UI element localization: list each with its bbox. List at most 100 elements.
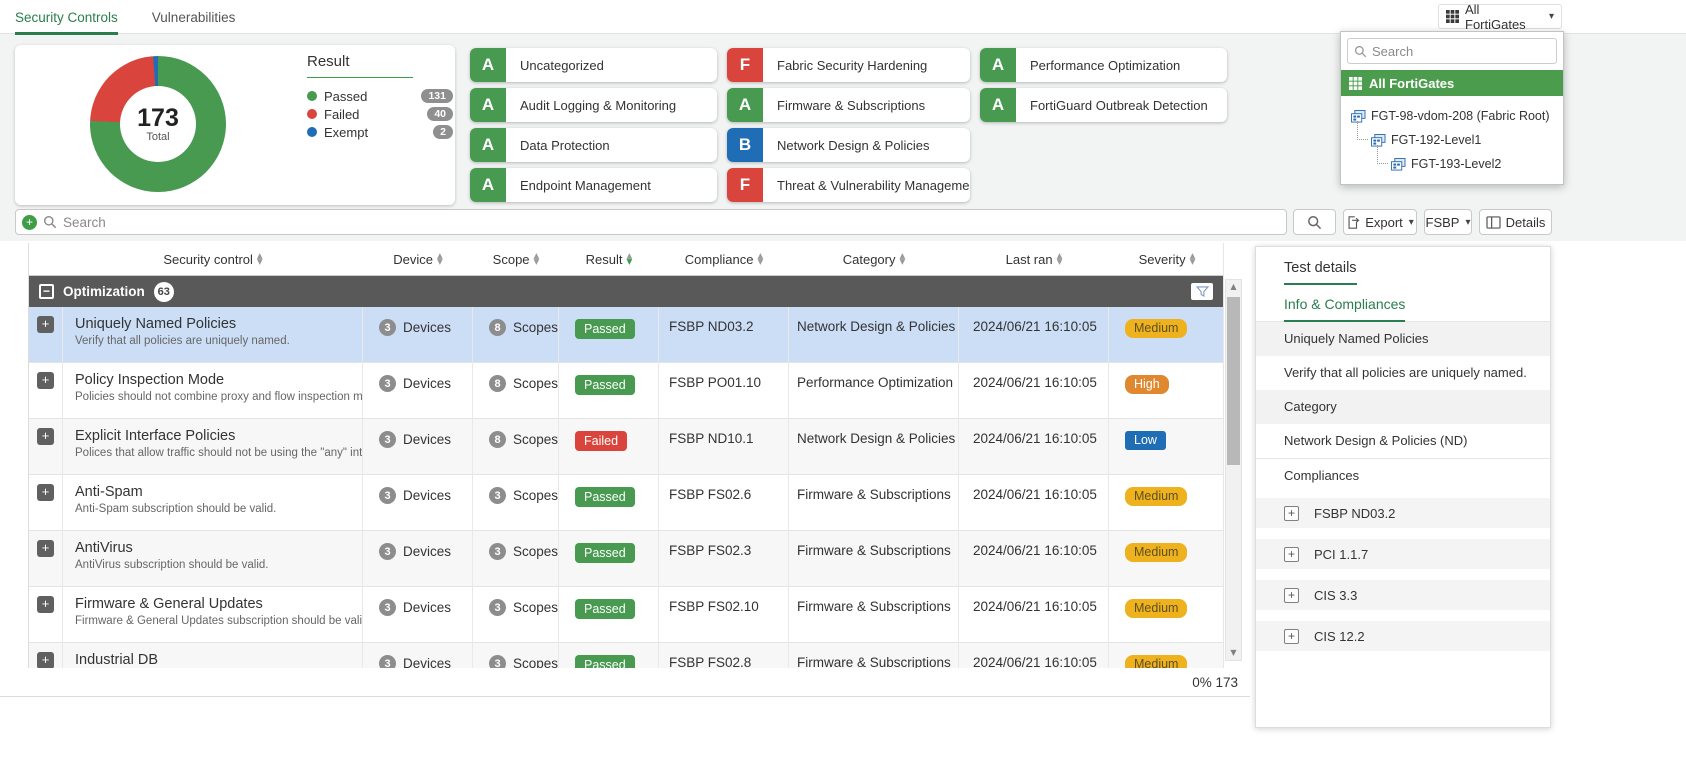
dropdown-item-all-fortigates[interactable]: All FortiGates [1341, 70, 1563, 96]
expand-row-icon[interactable] [37, 540, 54, 557]
table-row[interactable]: Anti-Spam Anti-Spam subscription should … [29, 475, 1223, 531]
last-ran-cell: 2024/06/21 16:10:05 [959, 363, 1109, 418]
compliance-cell: FSBP FS02.8 [659, 643, 789, 668]
expand-row-icon[interactable] [37, 596, 54, 613]
expand-compliance-icon[interactable] [1284, 505, 1299, 521]
table-row[interactable]: Uniquely Named Policies Verify that all … [29, 307, 1223, 363]
legend-title: Result [307, 53, 413, 78]
category-cell: Firmware & Subscriptions [789, 587, 959, 642]
expand-row-icon[interactable] [37, 372, 54, 389]
detail-category-label: Category [1256, 390, 1550, 424]
compliance-cell: FSBP FS02.3 [659, 531, 789, 586]
export-button[interactable]: Export [1343, 209, 1417, 235]
column-header-security-control[interactable]: Security control [63, 243, 363, 275]
expand-compliance-icon[interactable] [1284, 628, 1299, 644]
security-control-description: Anti-Spam subscription should be valid. [75, 503, 277, 515]
category-chip-firmware-subscriptions[interactable]: A Firmware & Subscriptions [727, 88, 970, 122]
progress-status: 0% 173 [1192, 675, 1238, 690]
scrollbar-thumb[interactable] [1227, 297, 1240, 465]
grade-badge: A [470, 128, 506, 162]
category-chip-audit-logging[interactable]: A Audit Logging & Monitoring [470, 88, 717, 122]
table-row[interactable]: Firmware & General Updates Firmware & Ge… [29, 587, 1223, 643]
standard-selector-button[interactable]: FSBP [1424, 209, 1472, 235]
category-chip-data-protection[interactable]: A Data Protection [470, 128, 717, 162]
collapse-group-icon[interactable] [39, 284, 54, 299]
group-header-optimization: Optimization 63 [29, 276, 1223, 307]
column-filter-button[interactable] [1191, 283, 1213, 300]
category-chip-performance-optimization[interactable]: A Performance Optimization [980, 48, 1227, 82]
sort-icon [437, 253, 443, 265]
column-header-scope[interactable]: Scope [473, 243, 559, 275]
grade-badge: A [470, 168, 506, 202]
export-icon [1346, 215, 1360, 230]
tree-node-level1[interactable]: FGT-192-Level1 [1341, 121, 1563, 152]
result-badge: Passed [575, 375, 635, 395]
details-panel-title: Test details [1284, 260, 1357, 285]
result-summary-card: 173 Total Result Passed 131 Failed 40 Ex… [15, 45, 455, 205]
column-header-compliance[interactable]: Compliance [659, 243, 789, 275]
fortigate-dropdown-panel: All FortiGates FGT-98-vdom-208 (Fabric R… [1340, 31, 1564, 185]
add-filter-icon[interactable] [22, 214, 37, 230]
sort-icon [257, 253, 263, 265]
column-header-severity[interactable]: Severity [1109, 243, 1223, 275]
result-badge: Passed [575, 543, 635, 563]
compliance-item[interactable]: CIS 3.3 [1256, 580, 1550, 610]
search-submit-button[interactable] [1293, 209, 1336, 235]
expand-row-icon[interactable] [37, 428, 54, 445]
search-input[interactable] [63, 214, 1280, 230]
security-control-name: Policy Inspection Mode [75, 372, 225, 388]
severity-badge: Medium [1125, 487, 1188, 506]
compliance-cell: FSBP ND10.1 [659, 419, 789, 474]
last-ran-cell: 2024/06/21 16:10:05 [959, 643, 1109, 668]
category-chip-threat-vulnerability[interactable]: F Threat & Vulnerability Management [727, 168, 970, 202]
column-header-last-ran[interactable]: Last ran [959, 243, 1109, 275]
dropdown-search-bar [1347, 38, 1557, 64]
legend-item-passed[interactable]: Passed 131 [307, 87, 453, 105]
compliance-item[interactable]: CIS 12.2 [1256, 621, 1550, 651]
expand-compliance-icon[interactable] [1284, 587, 1299, 603]
tab-vulnerabilities[interactable]: Vulnerabilities [151, 9, 236, 25]
tree-node-fabric-root[interactable]: FGT-98-vdom-208 (Fabric Root) [1341, 104, 1563, 128]
tab-info-compliances[interactable]: Info & Compliances [1284, 296, 1406, 322]
table-row[interactable]: Explicit Interface Policies Polices that… [29, 419, 1223, 475]
device-count-badge: 3 [379, 655, 396, 668]
category-cell: Firmware & Subscriptions [789, 475, 959, 530]
scroll-down-icon[interactable] [1226, 646, 1241, 660]
device-count-badge: 3 [379, 319, 396, 336]
scope-count-badge: 3 [489, 543, 506, 560]
category-chip-endpoint-management[interactable]: A Endpoint Management [470, 168, 717, 202]
legend-item-failed[interactable]: Failed 40 [307, 105, 453, 123]
sort-icon [899, 253, 905, 265]
expand-compliance-icon[interactable] [1284, 546, 1299, 562]
vdom-icon [1391, 157, 1406, 171]
table-scrollbar[interactable] [1225, 279, 1242, 661]
expand-row-icon[interactable] [37, 316, 54, 333]
tab-security-controls[interactable]: Security Controls [15, 0, 118, 35]
compliance-item[interactable]: PCI 1.1.7 [1256, 539, 1550, 569]
compliance-item[interactable]: FSBP ND03.2 [1256, 498, 1550, 528]
expand-row-icon[interactable] [37, 652, 54, 668]
vdom-icon [1351, 109, 1366, 123]
category-chip-uncategorized[interactable]: A Uncategorized [470, 48, 717, 82]
dropdown-search-input[interactable] [1372, 43, 1550, 59]
donut-total-label: Total [146, 131, 170, 143]
scroll-up-icon[interactable] [1226, 280, 1241, 294]
category-chip-fortiguard-outbreak[interactable]: A FortiGuard Outbreak Detection [980, 88, 1227, 122]
table-row[interactable]: Policy Inspection Mode Policies should n… [29, 363, 1223, 419]
fortigate-selector-button[interactable]: All FortiGates [1438, 2, 1562, 32]
grade-badge: A [470, 88, 506, 122]
tree-node-level2[interactable]: FGT-193-Level2 [1341, 145, 1563, 176]
column-header-category[interactable]: Category [789, 243, 959, 275]
security-control-description: Polices that allow traffic should not be… [75, 447, 363, 459]
detail-control-name: Uniquely Named Policies [1256, 322, 1550, 356]
last-ran-cell: 2024/06/21 16:10:05 [959, 531, 1109, 586]
column-header-result[interactable]: Result [559, 243, 659, 275]
details-toggle-button[interactable]: Details [1479, 209, 1552, 235]
category-chip-fabric-security-hardening[interactable]: F Fabric Security Hardening [727, 48, 970, 82]
legend-item-exempt[interactable]: Exempt 2 [307, 123, 453, 141]
expand-row-icon[interactable] [37, 484, 54, 501]
column-header-device[interactable]: Device [363, 243, 473, 275]
table-row[interactable]: AntiVirus AntiVirus subscription should … [29, 531, 1223, 587]
category-chip-network-design-policies[interactable]: B Network Design & Policies [727, 128, 970, 162]
